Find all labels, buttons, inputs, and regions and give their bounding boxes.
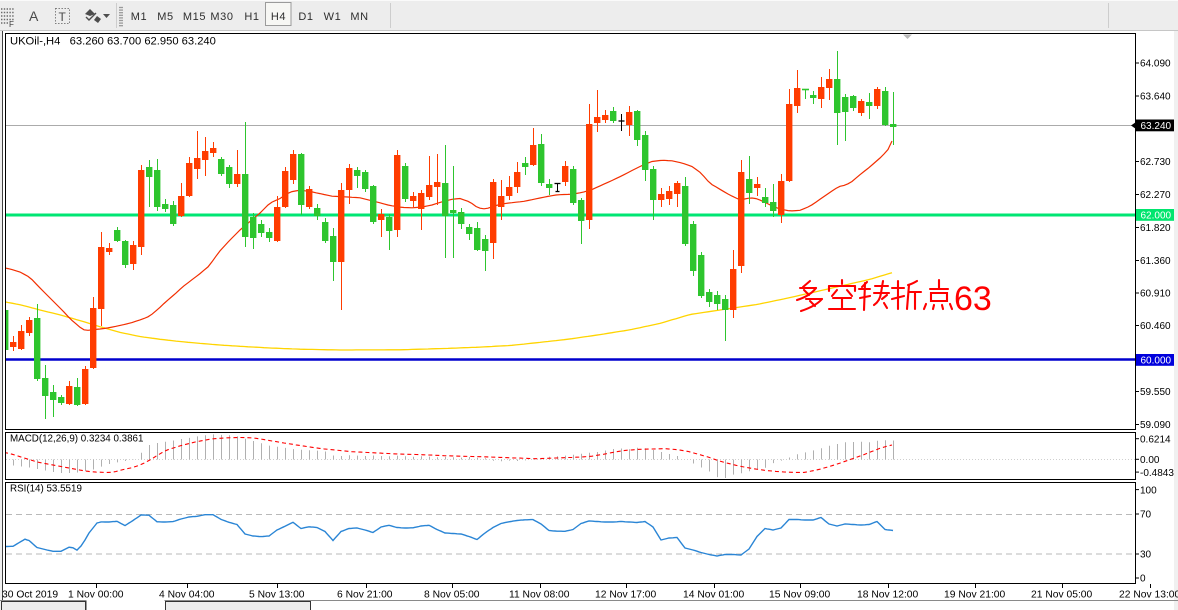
svg-text:M15: M15 — [183, 11, 206, 23]
svg-text:30: 30 — [1140, 550, 1152, 561]
svg-text:60.460: 60.460 — [1140, 321, 1171, 332]
svg-text:11 Nov 08:00: 11 Nov 08:00 — [509, 590, 570, 601]
svg-text:RSI(14) 53.5519: RSI(14) 53.5519 — [10, 484, 82, 495]
svg-text:12 Nov 17:00: 12 Nov 17:00 — [595, 590, 657, 601]
svg-text:63.640: 63.640 — [1140, 92, 1171, 103]
svg-text:0.6214: 0.6214 — [1140, 434, 1171, 445]
svg-text:8 Nov 05:00: 8 Nov 05:00 — [424, 590, 480, 601]
svg-text:-0.4843: -0.4843 — [1140, 468, 1174, 479]
svg-text:0: 0 — [1140, 574, 1146, 585]
svg-text:18 Nov 12:00: 18 Nov 12:00 — [857, 590, 919, 601]
svg-text:63.240: 63.240 — [1141, 121, 1172, 132]
svg-text:70: 70 — [1140, 510, 1152, 521]
svg-text:A: A — [29, 8, 39, 24]
svg-text:100: 100 — [1140, 485, 1157, 496]
svg-text:15 Nov 09:00: 15 Nov 09:00 — [769, 590, 831, 601]
svg-text:1 Nov 00:00: 1 Nov 00:00 — [68, 590, 124, 601]
svg-text:19 Nov 21:00: 19 Nov 21:00 — [944, 590, 1006, 601]
svg-text:59.550: 59.550 — [1140, 387, 1171, 398]
svg-text:T: T — [59, 10, 67, 24]
svg-text:62.270: 62.270 — [1140, 190, 1171, 201]
svg-text:H4: H4 — [271, 11, 286, 23]
svg-text:0.00: 0.00 — [1140, 455, 1160, 466]
svg-text:22 Nov 13:00: 22 Nov 13:00 — [1119, 590, 1178, 601]
svg-text:61.820: 61.820 — [1140, 223, 1171, 234]
svg-text:60.910: 60.910 — [1140, 289, 1171, 300]
svg-text:D1: D1 — [298, 11, 313, 23]
svg-text:MN: MN — [350, 11, 368, 23]
svg-text:21 Nov 05:00: 21 Nov 05:00 — [1031, 590, 1093, 601]
svg-text:62.730: 62.730 — [1140, 157, 1171, 168]
svg-text:F: F — [9, 20, 14, 29]
svg-text:W1: W1 — [324, 11, 342, 23]
svg-text:5 Nov 13:00: 5 Nov 13:00 — [249, 590, 305, 601]
svg-text:14 Nov 01:00: 14 Nov 01:00 — [683, 590, 745, 601]
svg-text:30 Oct 2019: 30 Oct 2019 — [2, 590, 58, 601]
svg-text:UKOil-,H4 63.260 63.700 62.9: UKOil-,H4 63.260 63.700 62.950 63.240 — [10, 36, 216, 48]
svg-text:4 Nov 04:00: 4 Nov 04:00 — [159, 590, 215, 601]
svg-text:60.000: 60.000 — [1141, 355, 1172, 366]
svg-text:64.090: 64.090 — [1140, 59, 1171, 70]
svg-text:M30: M30 — [210, 11, 233, 23]
svg-text:H1: H1 — [244, 11, 259, 23]
svg-text:MACD(12,26,9) 0.3234 0.3861: MACD(12,26,9) 0.3234 0.3861 — [10, 434, 143, 445]
svg-text:59.090: 59.090 — [1140, 420, 1171, 431]
svg-text:62.000: 62.000 — [1141, 210, 1172, 221]
svg-text:M5: M5 — [157, 11, 173, 23]
svg-text:6 Nov 21:00: 6 Nov 21:00 — [337, 590, 393, 601]
svg-text:M1: M1 — [131, 11, 147, 23]
svg-text:63: 63 — [954, 280, 992, 318]
svg-text:61.360: 61.360 — [1140, 256, 1171, 267]
